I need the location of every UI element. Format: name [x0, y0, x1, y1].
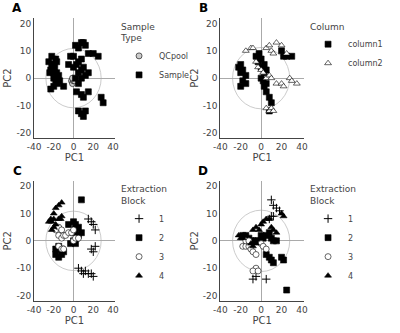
- svg-text:ExtractionBlock: ExtractionBlock: [310, 184, 356, 206]
- svg-text:-20: -20: [16, 128, 31, 138]
- svg-text:PC2: PC2: [2, 231, 13, 250]
- svg-text:20: 20: [20, 181, 32, 191]
- svg-text:10: 10: [20, 46, 32, 56]
- svg-text:0: 0: [258, 142, 264, 152]
- svg-text:Sample: Sample: [159, 71, 189, 80]
- svg-text:3: 3: [348, 253, 353, 262]
- svg-text:0: 0: [71, 305, 77, 315]
- svg-text:-40: -40: [27, 305, 42, 315]
- svg-text:PC2: PC2: [189, 231, 200, 250]
- svg-text:column2: column2: [348, 59, 383, 68]
- svg-text:SampleType: SampleType: [120, 22, 155, 44]
- svg-text:0: 0: [212, 236, 218, 246]
- svg-text:0: 0: [25, 73, 31, 83]
- svg-text:D: D: [198, 164, 208, 178]
- svg-text:0: 0: [25, 236, 31, 246]
- svg-text:1: 1: [159, 215, 164, 224]
- svg-text:4: 4: [159, 272, 164, 281]
- svg-text:20: 20: [206, 181, 218, 191]
- svg-text:20: 20: [88, 142, 100, 152]
- svg-text:-40: -40: [213, 305, 228, 315]
- svg-text:20: 20: [88, 305, 100, 315]
- svg-text:0: 0: [71, 142, 77, 152]
- svg-text:3: 3: [159, 253, 164, 262]
- svg-text:0: 0: [212, 73, 218, 83]
- svg-text:20: 20: [276, 305, 288, 315]
- svg-text:2: 2: [159, 234, 164, 243]
- svg-text:40: 40: [296, 305, 308, 315]
- svg-text:20: 20: [206, 19, 218, 29]
- svg-text:-10: -10: [203, 101, 218, 111]
- svg-text:1: 1: [348, 215, 353, 224]
- svg-text:-20: -20: [46, 305, 61, 315]
- svg-text:-20: -20: [233, 305, 248, 315]
- svg-text:40: 40: [107, 305, 119, 315]
- svg-text:PC1: PC1: [252, 152, 271, 163]
- svg-text:column1: column1: [348, 40, 383, 49]
- svg-text:-10: -10: [16, 101, 31, 111]
- svg-text:-20: -20: [203, 291, 218, 301]
- svg-text:PC2: PC2: [189, 68, 200, 87]
- svg-text:ExtractionBlock: ExtractionBlock: [121, 184, 167, 206]
- svg-text:Column: Column: [310, 22, 344, 32]
- svg-text:PC1: PC1: [65, 152, 84, 163]
- svg-text:-20: -20: [16, 291, 31, 301]
- svg-text:0: 0: [258, 305, 264, 315]
- svg-text:PC1: PC1: [252, 315, 271, 326]
- svg-text:40: 40: [107, 142, 119, 152]
- svg-text:-10: -10: [16, 263, 31, 273]
- svg-text:-40: -40: [213, 142, 228, 152]
- svg-text:B: B: [199, 1, 208, 15]
- svg-text:20: 20: [20, 19, 32, 29]
- svg-text:40: 40: [296, 142, 308, 152]
- svg-text:-40: -40: [27, 142, 42, 152]
- svg-text:-20: -20: [233, 142, 248, 152]
- svg-text:-20: -20: [46, 142, 61, 152]
- svg-text:PC1: PC1: [65, 315, 84, 326]
- svg-text:C: C: [13, 164, 22, 178]
- svg-text:2: 2: [348, 234, 353, 243]
- svg-text:10: 10: [206, 46, 218, 56]
- svg-text:10: 10: [206, 209, 218, 219]
- svg-text:QCpool: QCpool: [159, 52, 188, 61]
- svg-text:4: 4: [348, 272, 353, 281]
- svg-text:A: A: [12, 1, 22, 15]
- svg-text:PC2: PC2: [2, 68, 13, 87]
- svg-text:-10: -10: [203, 263, 218, 273]
- svg-text:20: 20: [276, 142, 288, 152]
- svg-text:-20: -20: [203, 128, 218, 138]
- svg-text:10: 10: [20, 209, 32, 219]
